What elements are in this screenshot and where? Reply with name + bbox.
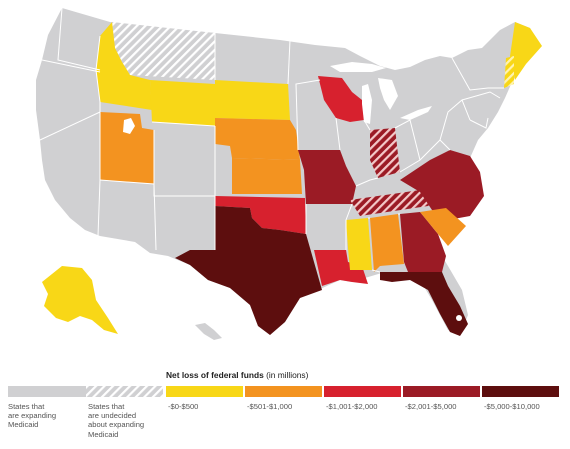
state-alaska	[42, 266, 118, 334]
state-south-carolina	[420, 208, 466, 246]
state-borders	[39, 7, 504, 273]
state-texas	[175, 206, 322, 335]
state-indiana	[370, 128, 400, 178]
utah-lake-icon	[123, 118, 135, 134]
legend-swatch-bin1	[166, 386, 243, 397]
us-map	[36, 7, 542, 340]
state-mississippi	[346, 218, 372, 270]
legend-title: Net loss of federal funds (in millions)	[166, 370, 309, 380]
state-nebraska	[215, 118, 300, 160]
legend-swatch-expanding	[8, 386, 163, 397]
legend-label-line: are expanding	[8, 411, 57, 421]
legend-label-line: are undecided	[88, 411, 137, 421]
legend-label-bin4: -$2,001-$5,000	[405, 402, 457, 411]
florida-lake-icon	[456, 315, 462, 321]
state-wisconsin	[318, 76, 364, 122]
state-montana	[112, 22, 215, 80]
legend-label-line: States that	[8, 402, 45, 411]
legend-label-bin5: -$5,000-$10,000	[484, 402, 540, 411]
state-hawaii	[195, 323, 222, 340]
state-south-dakota	[215, 80, 290, 120]
lake-erie-icon	[400, 106, 432, 120]
lake-superior-icon	[330, 62, 386, 72]
legend-swatch-undecided	[86, 386, 163, 397]
lake-michigan-icon	[362, 84, 372, 124]
legend-swatch-bin4	[403, 386, 480, 397]
lake-huron-icon	[378, 78, 398, 110]
legend-swatch-bin2	[245, 386, 322, 397]
state-florida	[380, 272, 468, 336]
legend-label-expanding: States that are expanding Medicaid	[8, 402, 56, 430]
state-maine	[510, 22, 542, 80]
state-georgia	[400, 212, 446, 272]
state-utah	[100, 112, 154, 184]
legend-label-line: States that	[88, 402, 125, 411]
legend-label-line: Medicaid	[88, 429, 119, 439]
legend-label-bin2: -$501-$1,000	[247, 402, 293, 411]
state-alabama	[370, 214, 404, 272]
state-idaho	[96, 22, 152, 110]
state-virginia-north-carolina	[400, 150, 484, 220]
state-missouri	[298, 150, 356, 204]
legend-label-bin3: -$1,001-$2,000	[326, 402, 378, 411]
legend-swatch-bin3	[324, 386, 401, 397]
state-louisiana	[314, 250, 368, 286]
state-new-hampshire	[504, 56, 514, 88]
legend-label-line: Medicaid	[8, 420, 39, 430]
state-kansas	[232, 158, 302, 194]
state-wyoming	[150, 80, 215, 126]
legend-label-undecided: States that are undecided about expandin…	[88, 402, 144, 439]
legend-label-line: about expanding	[88, 420, 145, 430]
state-oklahoma	[215, 196, 306, 234]
legend-swatch-bin5	[482, 386, 559, 397]
legend-label-bin1: -$0-$500	[168, 402, 199, 411]
